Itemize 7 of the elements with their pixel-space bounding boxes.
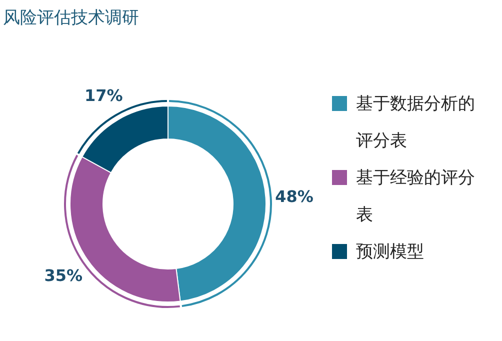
data-label: 48%: [275, 187, 314, 206]
legend-label: 基于数据分析的评分表: [356, 94, 475, 151]
legend-label: 预测模型: [356, 242, 424, 262]
chart-title: 风险评估技术调研: [3, 7, 139, 29]
data-label: 17%: [84, 86, 123, 106]
data-label: 35%: [44, 266, 83, 286]
legend-label: 基于经验的评分表: [356, 168, 475, 225]
